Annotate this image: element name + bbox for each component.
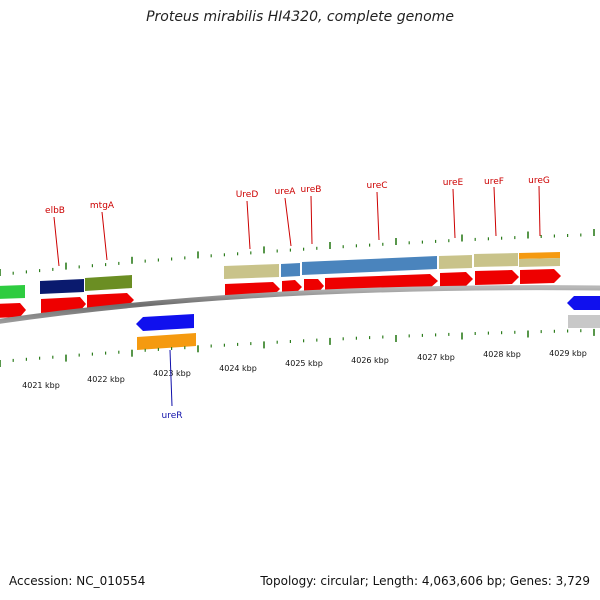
cds-arrow-ureE[interactable] — [440, 272, 473, 287]
scale-label: 4023 kbp — [153, 369, 191, 378]
scale-labels: 4021 kbp 4022 kbp 4023 kbp 4024 kbp 4025… — [22, 349, 587, 390]
cog-block[interactable] — [568, 315, 600, 328]
gene-labels: elbB mtgA UreD ureA ureB ureC ureE ureF … — [45, 176, 550, 216]
cog-block[interactable] — [302, 256, 437, 275]
cog-block[interactable] — [281, 263, 300, 277]
leader-line-ureB — [310, 195, 313, 245]
scale-label: 4025 kbp — [285, 359, 323, 368]
outer-tick-ring — [0, 229, 595, 276]
gene-label-ureF[interactable]: ureF — [484, 177, 504, 187]
cds-arrow-ureG[interactable] — [520, 269, 561, 284]
cog-band-reverse — [137, 315, 600, 350]
cog-block[interactable] — [40, 279, 84, 294]
cog-block[interactable] — [137, 333, 196, 350]
gene-label-mtgA[interactable]: mtgA — [90, 201, 115, 211]
leader-line-mtgA — [101, 211, 108, 261]
cds-arrow-ureR[interactable] — [136, 314, 194, 331]
inner-tick-ring — [0, 328, 595, 367]
cog-block[interactable] — [439, 255, 472, 269]
cog-block[interactable] — [519, 258, 560, 267]
scale-label: 4029 kbp — [549, 349, 587, 358]
gene-label-elbB[interactable]: elbB — [45, 206, 65, 216]
gene-label-ureR[interactable]: ureR — [162, 411, 183, 421]
scale-label: 4028 kbp — [483, 350, 521, 359]
scale-label: 4026 kbp — [351, 356, 389, 365]
leader-line-elbB — [53, 216, 60, 267]
gene-label-ureG[interactable]: ureG — [528, 176, 550, 186]
scale-label: 4022 kbp — [87, 375, 125, 384]
cds-arrow-reverse[interactable] — [567, 296, 600, 310]
cog-block[interactable] — [0, 285, 25, 299]
gene-label-ureD[interactable]: UreD — [236, 190, 259, 200]
leader-line-ureR — [169, 349, 173, 407]
gene-label-ureB[interactable]: ureB — [301, 185, 322, 195]
leader-line-ureF — [493, 186, 497, 237]
leader-line-ureE — [452, 188, 456, 239]
gene-label-ureA[interactable]: ureA — [275, 187, 297, 197]
cds-arrow-ureB[interactable] — [304, 279, 324, 293]
cog-band-forward — [0, 252, 560, 299]
gene-label-lines — [53, 185, 541, 267]
cog-block[interactable] — [224, 264, 279, 279]
cog-block[interactable] — [519, 252, 560, 259]
leader-line-ureG — [538, 185, 541, 237]
map-title: Proteus mirabilis HI4320, complete genom… — [146, 9, 454, 25]
accession-text: Accession: NC_010554 — [9, 574, 146, 588]
genome-summary-text: Topology: circular; Length: 4,063,606 bp… — [260, 574, 590, 588]
cog-block[interactable] — [474, 253, 518, 267]
gene-label-ureC[interactable]: ureC — [366, 181, 387, 191]
gene-label-ureE[interactable]: ureE — [443, 178, 464, 188]
scale-label: 4021 kbp — [22, 381, 60, 390]
cog-block[interactable] — [85, 275, 132, 291]
reverse-cds-track — [136, 296, 600, 331]
cds-arrow[interactable] — [0, 303, 26, 318]
cds-arrow-ureF[interactable] — [475, 270, 519, 285]
scale-label: 4027 kbp — [417, 353, 455, 362]
scale-label: 4024 kbp — [219, 364, 257, 373]
leader-line-ureD — [246, 200, 251, 250]
genome-backbone — [0, 285, 600, 324]
leader-line-ureA — [284, 197, 292, 247]
leader-line-ureC — [376, 191, 380, 241]
